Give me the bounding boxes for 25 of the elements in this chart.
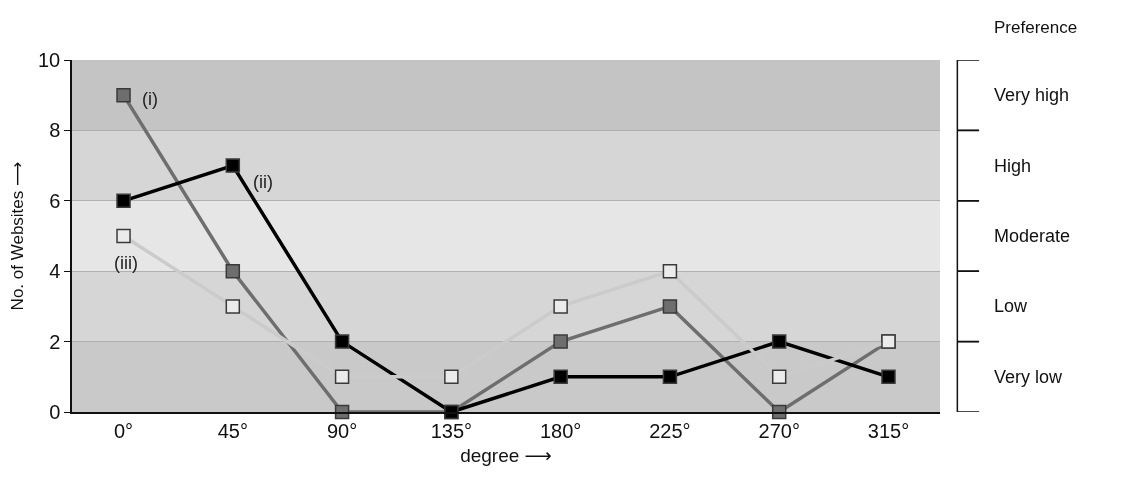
y-axis-title: No. of Websites ⟶	[8, 161, 28, 311]
y-tick-label: 8	[49, 119, 61, 142]
y-tick-label: 6	[49, 189, 61, 212]
band-label: Low	[994, 296, 1029, 316]
x-tick-label: 45°	[217, 419, 248, 442]
series-label: (i)	[142, 89, 158, 109]
y-tick-label: 0	[49, 401, 61, 423]
band-label: High	[994, 156, 1032, 176]
x-tick-label: 270°	[758, 419, 800, 442]
x-tick-label: 315°	[867, 419, 910, 442]
y-tick-label: 2	[49, 330, 61, 353]
x-tick-label: 0°	[113, 419, 134, 442]
band-label: Very low	[994, 367, 1064, 387]
legend-title: Preference	[994, 18, 1078, 37]
y-tick-label: 10	[38, 49, 61, 71]
x-axis-title: degree ⟶	[460, 445, 552, 467]
band-label: Very high	[994, 85, 1070, 105]
x-tick-label: 225°	[649, 419, 691, 442]
x-tick-label: 135°	[430, 419, 473, 442]
series-label: (iii)	[114, 253, 138, 273]
x-tick-label: 90°	[326, 419, 358, 442]
y-tick-label: 4	[49, 260, 61, 283]
series-label: (ii)	[253, 172, 273, 192]
band-label: Moderate	[994, 226, 1071, 246]
x-tick-label: 180°	[539, 419, 582, 442]
